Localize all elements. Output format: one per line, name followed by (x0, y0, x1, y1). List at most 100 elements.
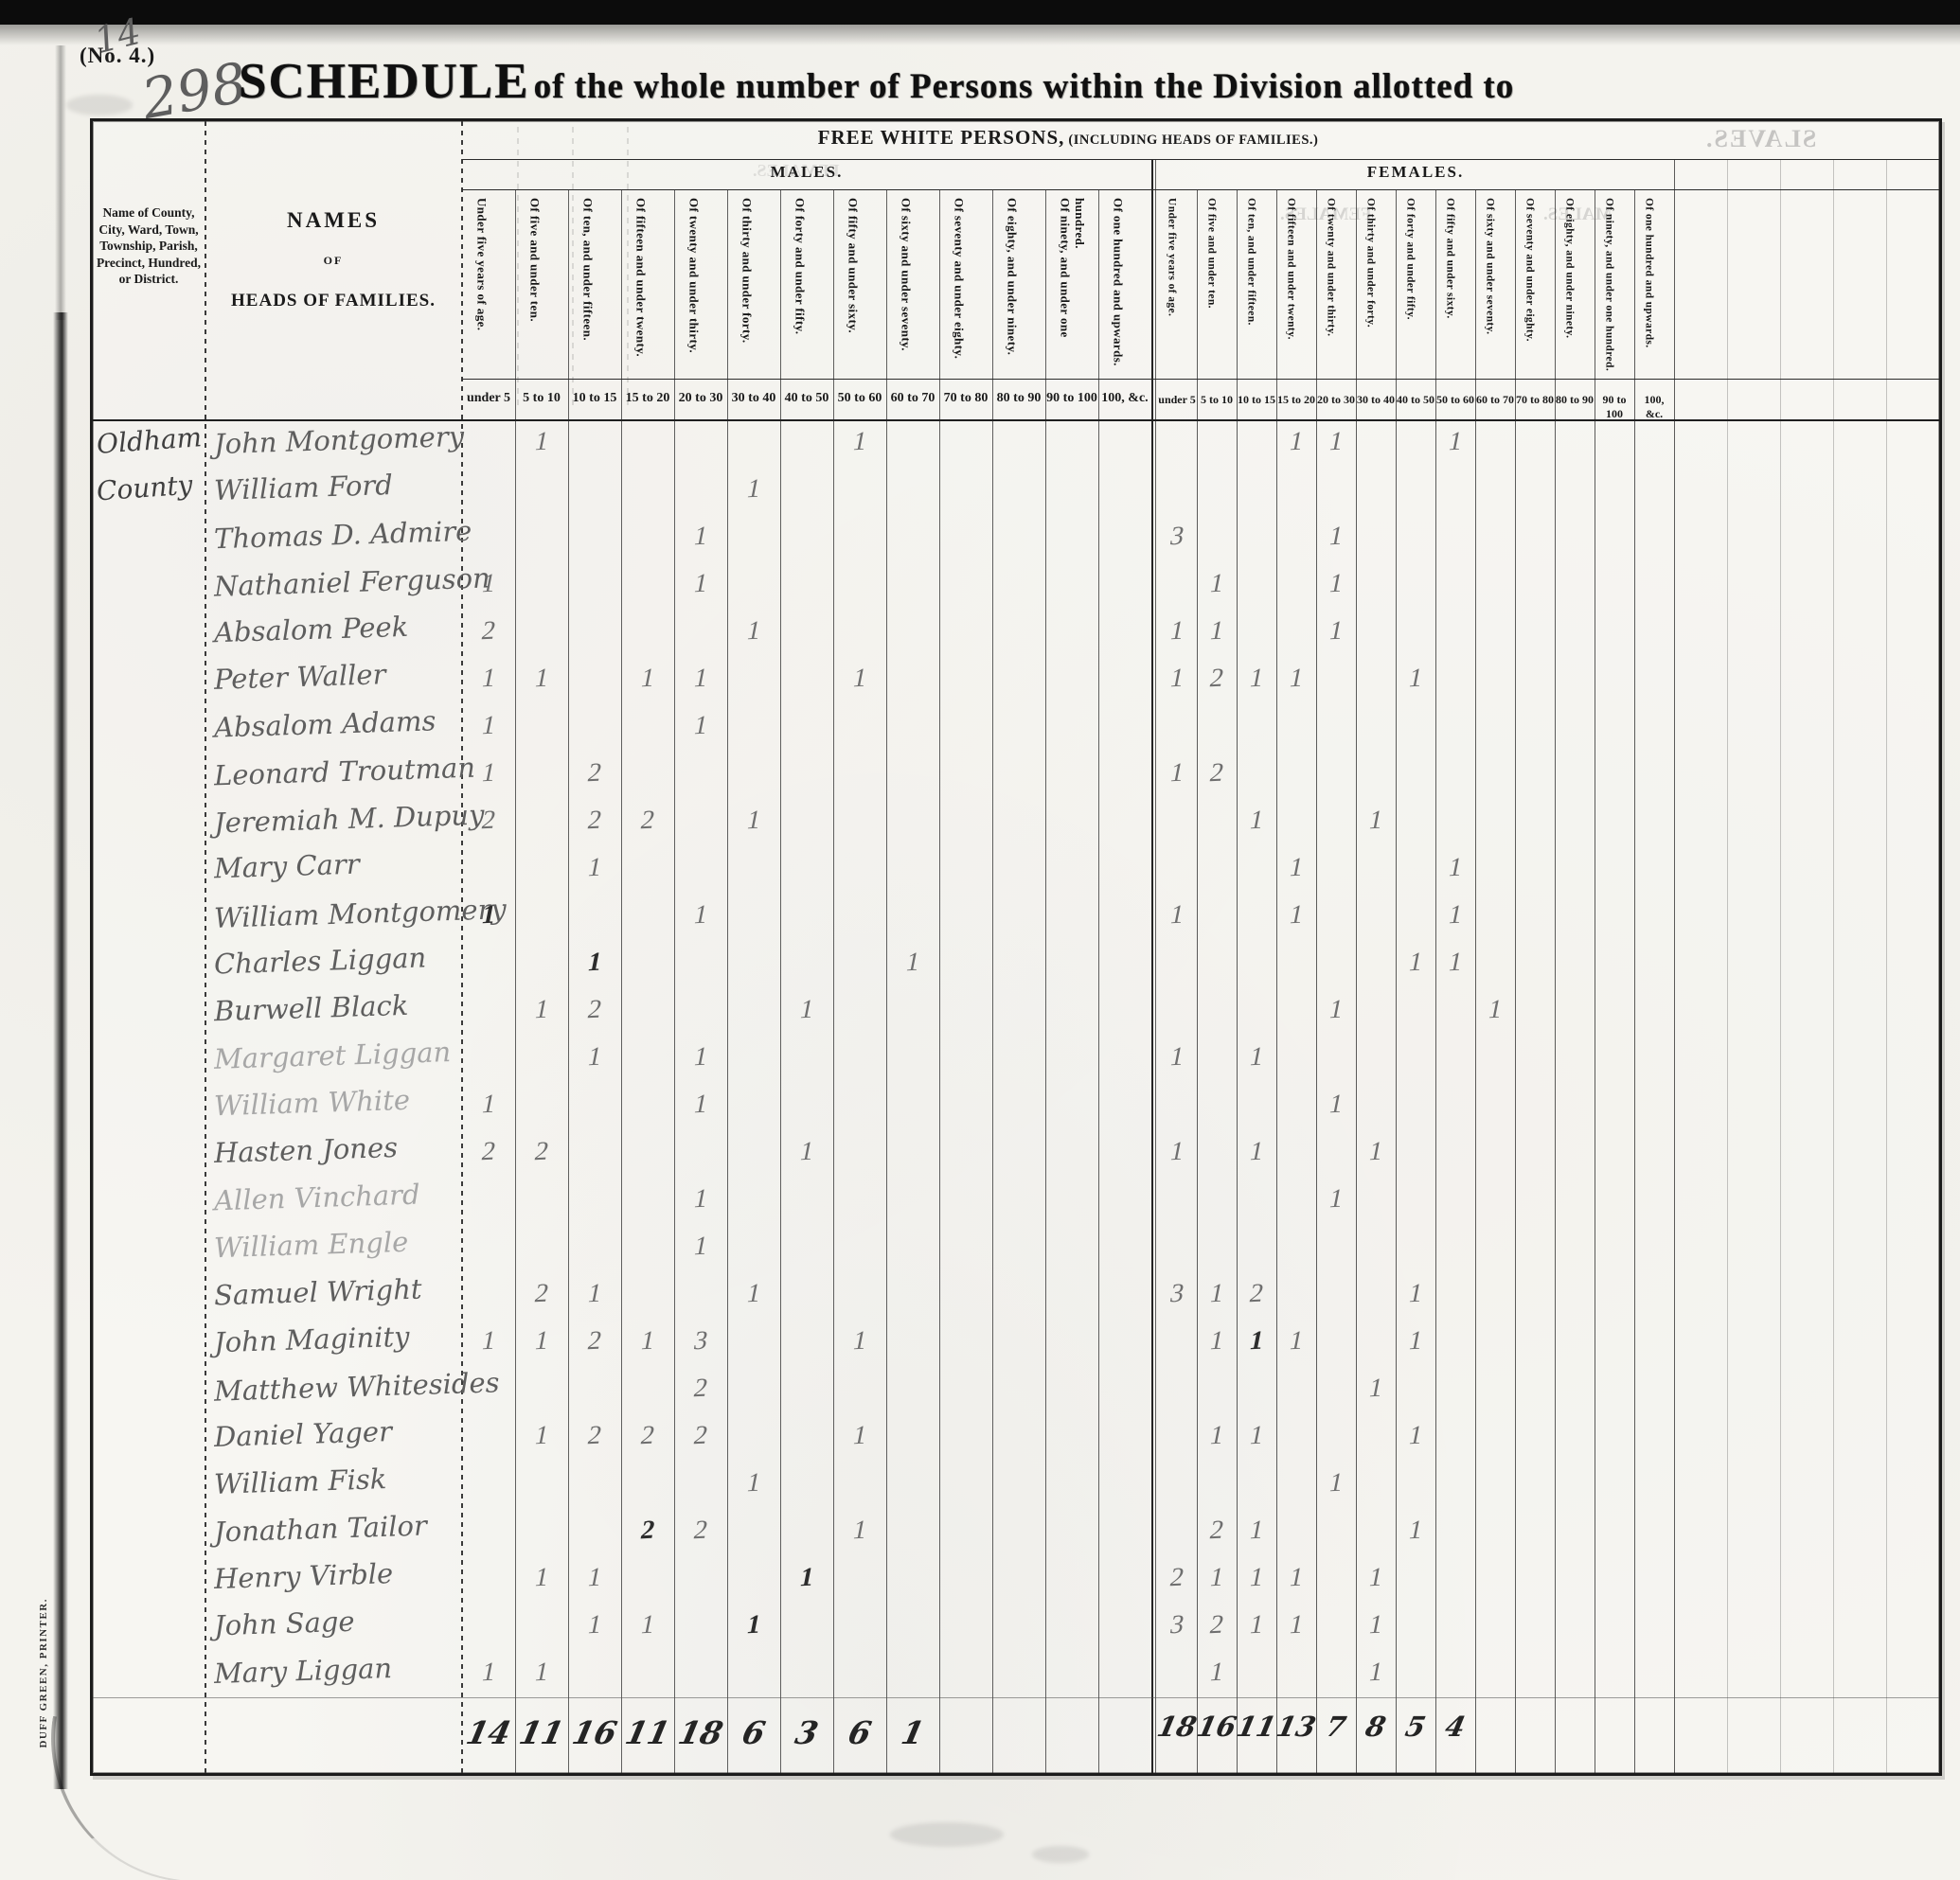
head-of-family-name: John Montgomery (213, 419, 465, 461)
female-age-range: under 5 (1158, 393, 1196, 406)
header-rule (462, 379, 1939, 380)
tally-mark: 1 (1445, 947, 1466, 978)
schedule-table: Name of County, City, Ward, Town, Townsh… (90, 118, 1942, 1776)
tally-mark: 1 (849, 663, 870, 694)
head-of-family-name: Henry Virble (213, 1557, 394, 1595)
printer-imprint: DUFF GREEN, PRINTER. (38, 1598, 49, 1748)
female-column-line (1515, 189, 1516, 1773)
tally-mark: 1 (478, 899, 499, 931)
form-number: (No. 4.) (80, 44, 156, 67)
tally-mark: 1 (1167, 615, 1187, 647)
head-of-family-name: Mary Carr (213, 847, 361, 885)
section-title-paren: (INCLUDING HEADS OF FAMILIES.) (1068, 133, 1319, 148)
tally-mark: 1 (1286, 663, 1307, 694)
female-column-total: 18 (1154, 1711, 1200, 1743)
female-age-range: 20 to 30 (1317, 393, 1355, 406)
tally-mark: 1 (690, 663, 711, 694)
tally-mark: 1 (1286, 1562, 1307, 1593)
tally-mark: 1 (584, 852, 605, 883)
tally-mark: 1 (1326, 1183, 1346, 1215)
head-of-family-name: Charles Liggan (213, 941, 427, 981)
tally-mark: 2 (637, 805, 658, 836)
female-section-end-line (1674, 159, 1675, 1773)
tally-mark: 2 (1167, 1562, 1187, 1593)
tally-mark: 1 (1167, 1041, 1187, 1073)
tally-mark: 1 (1365, 1562, 1386, 1593)
male-age-label: Of fifty and under sixty. (846, 198, 861, 334)
tally-mark: 2 (690, 1373, 711, 1404)
tally-mark: 1 (1167, 663, 1187, 694)
tally-mark: 1 (531, 1657, 552, 1688)
tally-mark: 1 (584, 1041, 605, 1073)
female-age-range: 90 to 100 (1602, 393, 1627, 420)
female-column-line (1396, 189, 1397, 1773)
female-age-label: Of sixty and under seventy. (1484, 198, 1496, 335)
female-column-total: 8 (1363, 1711, 1389, 1743)
male-column-line (1045, 189, 1046, 1773)
tally-mark: 2 (1246, 1278, 1267, 1309)
male-age-label: Of five and under ten. (527, 198, 543, 322)
tally-mark: 1 (690, 710, 711, 741)
male-column-total: 18 (674, 1714, 727, 1751)
tally-mark: 2 (1206, 663, 1227, 694)
male-column-line (621, 189, 622, 1773)
tally-mark: 1 (1326, 1089, 1346, 1120)
tally-mark: 1 (743, 805, 764, 836)
scan-top-shadow (0, 25, 1960, 45)
tally-mark: 2 (1206, 1609, 1227, 1641)
tally-mark: 2 (637, 1420, 658, 1451)
head-of-family-name: William White (213, 1083, 411, 1123)
tally-mark: 1 (1286, 426, 1307, 457)
female-age-label: Of five and under ten. (1205, 198, 1218, 309)
tally-mark: 1 (1206, 1562, 1227, 1593)
book-spine-shadow-upper (55, 45, 66, 320)
head-of-family-name: Allen Vinchard (213, 1178, 421, 1217)
head-of-family-name: Matthew Whitesides (213, 1366, 500, 1408)
male-age-label: Of ten, and under fifteen. (580, 198, 596, 341)
head-of-family-name: Jeremiah M. Dupuy (213, 798, 485, 840)
female-column-total: 4 (1442, 1711, 1469, 1743)
female-age-label: Of eighty, and under ninety. (1563, 198, 1576, 339)
tally-mark: 1 (1246, 1136, 1267, 1167)
tally-mark: 1 (531, 426, 552, 457)
tally-mark: 1 (531, 663, 552, 694)
male-column-total: 14 (462, 1714, 515, 1751)
tally-mark: 1 (1206, 1420, 1227, 1451)
body-top-rule (93, 419, 1939, 421)
tally-mark: 1 (1405, 1420, 1426, 1451)
tally-mark: 1 (1405, 1325, 1426, 1357)
male-column-line (727, 189, 728, 1773)
next-section-column-line (1833, 159, 1834, 1773)
tally-mark: 1 (1246, 1609, 1267, 1641)
males-section-label: MALES. (770, 163, 844, 181)
male-age-label: Of one hundred and upwards. (1111, 198, 1126, 366)
county-names-divider (205, 121, 206, 1773)
male-age-label: Of fifteen and under twenty. (633, 198, 649, 358)
tally-mark: 1 (1246, 1562, 1267, 1593)
names-data-divider (461, 121, 463, 1773)
tally-mark: 1 (1326, 615, 1346, 647)
tally-mark: 2 (1206, 757, 1227, 789)
female-column-line (1435, 189, 1436, 1773)
tally-mark: 1 (531, 1562, 552, 1593)
male-column-line (1098, 189, 1099, 1773)
female-column-total: 5 (1402, 1711, 1429, 1743)
male-age-range: 5 to 10 (523, 391, 561, 405)
head-of-family-name: Absalom Peek (213, 610, 409, 649)
tally-mark: 1 (1286, 1325, 1307, 1357)
male-column-line (939, 189, 940, 1773)
tally-mark: 1 (796, 1562, 817, 1593)
tally-mark: 1 (1445, 899, 1466, 931)
tally-mark: 2 (584, 805, 605, 836)
female-age-label: Of ninety, and under one hundred. (1603, 198, 1615, 372)
ink-smudge (1032, 1846, 1089, 1863)
male-age-label: Of eighty, and under ninety. (1005, 198, 1020, 356)
tally-mark: 1 (637, 1609, 658, 1641)
head-of-family-name: Jonathan Tailor (213, 1509, 428, 1549)
female-column-line (1555, 189, 1556, 1773)
male-age-label: Of thirty and under forty. (739, 198, 755, 344)
male-age-range: 70 to 80 (943, 391, 989, 405)
male-column-total: 1 (898, 1714, 928, 1751)
head-of-family-name: Thomas D. Admire (213, 514, 472, 556)
tally-mark: 1 (1286, 1609, 1307, 1641)
